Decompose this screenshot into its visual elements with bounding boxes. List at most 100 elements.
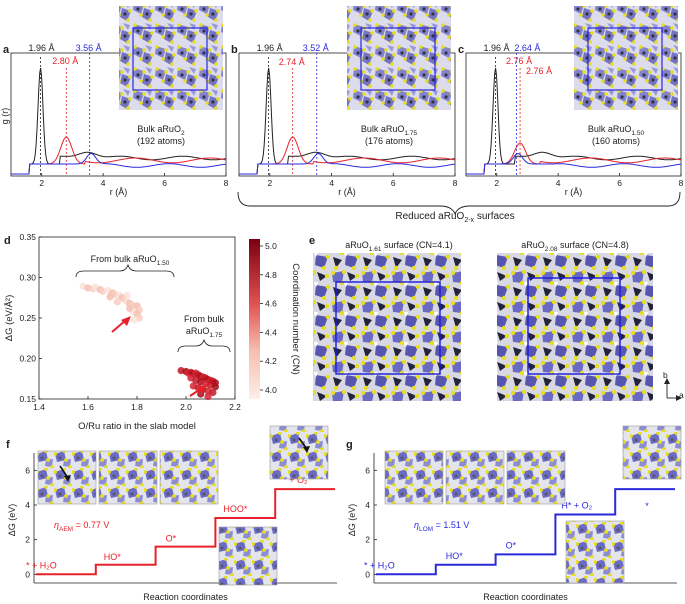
panel-label-f: f	[6, 439, 10, 451]
step-label: HO*	[104, 552, 122, 562]
step-label: H* + O₂	[561, 501, 592, 511]
overpotential-label: ηLOM = 1.51 V	[414, 520, 469, 533]
peak-red-label: 2.74 Å	[279, 57, 305, 67]
x-tick-label: 1.8	[131, 402, 143, 412]
rdf-panel-c: c 2 4 6 8 r (Å) 1.96 Å 2.64 Å 2.76 Å2.76 Å Bulk a…	[458, 6, 684, 197]
group2-arrowhead	[197, 384, 207, 394]
peak-red-label: 2.76 Å	[506, 56, 532, 66]
y-tick-label: 4	[365, 500, 370, 510]
site-arrowhead	[303, 446, 310, 453]
plot-frame-c	[465, 52, 682, 177]
overpotential-label: ηAEM = 0.77 V	[54, 520, 109, 533]
y-tick-label: 2	[25, 535, 30, 545]
data-point	[211, 383, 219, 391]
panel-label-g: g	[346, 439, 353, 451]
group2-label-line1: From bulk	[184, 314, 225, 324]
x-tick-label: 6	[162, 178, 167, 188]
panel-label-b: b	[231, 44, 238, 56]
y-tick-label: 0.15	[19, 394, 36, 404]
y-tick-label: 0	[25, 569, 30, 579]
colorbar-tick-label: 4.2	[265, 356, 277, 366]
y-tick-label: 4	[25, 500, 30, 510]
rdf-x-axis-label: r (Å)	[565, 187, 583, 197]
peak-red-label-alt: 2.76 Å	[526, 66, 552, 76]
brace-label: Reduced aRuO2-x surfaces	[395, 211, 514, 224]
rdf-panel-b: b 2 4 6 8 r (Å) 1.96 Å 3.52 Å 2.74 Å Bulk aRuO1.7…	[231, 6, 458, 197]
d-x-axis-label: O/Ru ratio in the slab model	[78, 421, 196, 432]
rdf-curve-black	[11, 67, 227, 175]
adsorption-snapshot	[506, 450, 566, 505]
colorbar-tick-label: 4.8	[265, 270, 277, 280]
rdf-curve-red	[466, 142, 682, 175]
surface-left-title: aRuO1.61 surface (CN=4.1)	[345, 240, 452, 253]
y-axis-label: ΔG (eV)	[347, 504, 357, 537]
colorbar: 4.0 4.2 4.4 4.6 4.8 5.0 Coordination number (…	[249, 239, 301, 399]
adsorption-snapshot	[98, 450, 158, 505]
data-point	[106, 293, 114, 301]
surface-right-cell	[527, 277, 621, 375]
rdf-curve-black	[466, 67, 682, 175]
unit-cell-box	[587, 27, 663, 91]
y-tick-label: 0.25	[19, 313, 36, 323]
adsorption-snapshot	[622, 425, 682, 480]
y-tick-label: 0.20	[19, 354, 36, 364]
group2-brace	[177, 338, 231, 353]
x-tick-label: 1.6	[82, 402, 94, 412]
data-point	[209, 388, 217, 397]
rdf-x-axis-label: r (Å)	[338, 187, 356, 197]
step-label: * + O₂	[283, 475, 308, 485]
x-tick-label: 6	[617, 178, 622, 188]
rdf-curve-blue	[466, 152, 682, 175]
peak-blue-label: 3.56 Å	[76, 43, 102, 53]
group1-brace	[75, 263, 175, 278]
step-label: * + H₂O	[26, 560, 57, 570]
peak-blue-label: 3.52 Å	[303, 43, 329, 53]
compound-label: Bulk aRuO1.75	[361, 124, 418, 137]
x-tick-label: 2	[39, 178, 44, 188]
peak-1-label: 1.96 Å	[28, 43, 54, 53]
x-tick-label: 1.4	[33, 402, 45, 412]
panel-f-aem: f 0 2 4 6 ΔG (eV) Reaction coordinates * + H₂O H…	[6, 425, 337, 602]
x-axis-label: Reaction coordinates	[143, 592, 228, 602]
adsorption-snapshot	[269, 425, 329, 480]
atom-count-label: (192 atoms)	[137, 136, 185, 146]
surface-right-image	[497, 253, 653, 401]
x-tick-label: 2.0	[180, 402, 192, 412]
panel-label-d: d	[4, 235, 11, 247]
x-tick-label: 8	[453, 178, 458, 188]
rdf-y-axis-label: g (r)	[0, 108, 10, 125]
rdf-x-axis-label: r (Å)	[110, 187, 128, 197]
x-tick-label: 4	[556, 178, 561, 188]
adsorption-snapshot	[445, 450, 505, 505]
x-tick-label: 2	[267, 178, 272, 188]
adsorption-snapshot	[218, 526, 278, 586]
adsorption-snapshot	[565, 520, 625, 584]
data-point	[126, 304, 134, 312]
y-tick-label: 0.30	[19, 273, 36, 283]
group1-label: From bulk aRuO1.50	[91, 254, 170, 267]
colorbar-tick-label: 4.0	[265, 385, 277, 395]
panel-label-c: c	[458, 44, 464, 56]
x-tick-label: 2.2	[229, 402, 241, 412]
step-label: *	[645, 501, 649, 511]
free-energy-profile	[376, 488, 675, 576]
y-tick-label: 0	[365, 569, 370, 579]
axis-b-label: b	[663, 370, 668, 380]
y-axis-label: ΔG (eV)	[7, 504, 17, 537]
colorbar-tick-label: 4.4	[265, 327, 277, 337]
surface-left-image	[313, 253, 461, 401]
panel-g-lom: g 0 2 4 6 ΔG (eV) Reaction coordinates * + H₂O H…	[346, 425, 682, 602]
step-label: O*	[166, 534, 177, 544]
peak-blue-label: 2.64 Å	[514, 43, 540, 53]
x-axis-label: Reaction coordinates	[483, 592, 568, 602]
colorbar-tick-label: 5.0	[265, 241, 277, 251]
y-tick-label: 0.35	[19, 232, 36, 242]
colorbar-gradient	[249, 239, 260, 399]
x-tick-label: 8	[679, 178, 684, 188]
data-point	[204, 393, 212, 401]
rdf-curve-red	[239, 136, 456, 175]
unit-cell-box	[360, 27, 436, 91]
compound-label: Bulk aRuO2	[137, 124, 185, 137]
step-label: HO*	[446, 551, 464, 561]
step-label: * + H₂O	[364, 560, 395, 570]
